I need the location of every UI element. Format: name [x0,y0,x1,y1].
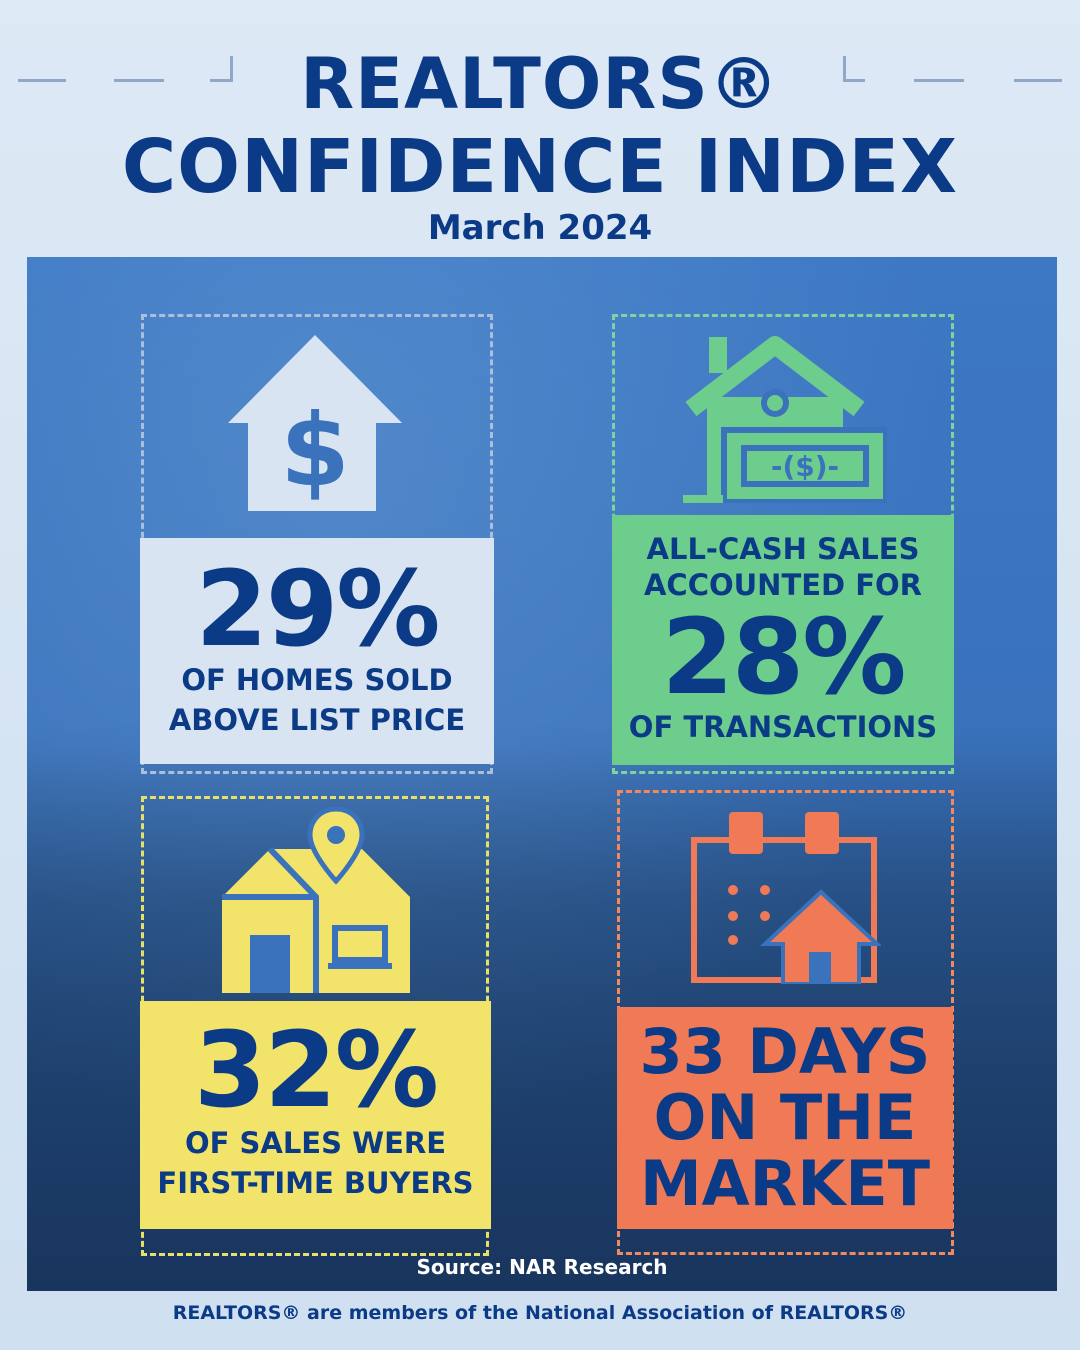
decorative-dash [18,79,66,82]
title-line-2: CONFIDENCE INDEX [121,124,959,210]
calendar-house-icon [691,812,881,984]
stat-value-first-time-buyers: 32% [194,1009,439,1131]
stat-value-all-cash: 28% [661,596,907,718]
stat-text-line: 33 DAYS [639,1015,931,1088]
stat-text-line: MARKET [639,1147,931,1220]
decorative-dash [1014,79,1062,82]
stat-text-line: OF SALES WERE [184,1126,447,1160]
stat-box-3: 32% OF SALES WERE FIRST-TIME BUYERS [140,1001,491,1229]
title-line-1: REALTORS® [300,43,780,125]
house-dollar-icon: $ [228,335,402,511]
house-location-pin-icon [222,807,410,993]
stat-text-line: FIRST-TIME BUYERS [157,1166,474,1200]
stat-text-line: ABOVE LIST PRICE [168,703,466,737]
decorative-dash [843,56,846,82]
source-note: Source: NAR Research [416,1255,668,1279]
svg-text:-($)-: -($)- [771,450,839,483]
decorative-dash [843,79,865,82]
svg-text:$: $ [280,392,350,509]
stat-value-homes-above-list: 29% [195,548,441,670]
subtitle-date: March 2024 [427,208,653,248]
header: REALTORS® CONFIDENCE INDEX March 2024 [0,0,1080,258]
decorative-dash [914,79,964,82]
stat-box-1: 29% OF HOMES SOLD ABOVE LIST PRICE [140,538,494,764]
house-cash-icon: -($)- [683,336,887,503]
stat-text-line: OF HOMES SOLD [181,663,453,697]
stat-text-line: ALL-CASH SALES [646,532,920,566]
footer-disclaimer: REALTORS® are members of the National As… [172,1302,908,1324]
stat-text-line: ON THE [653,1081,917,1154]
stat-box-4: 33 DAYS ON THE MARKET [617,1007,953,1229]
stat-box-2: ALL-CASH SALES ACCOUNTED FOR 28% OF TRAN… [612,515,954,765]
decorative-dash [210,79,232,82]
stat-text-line: OF TRANSACTIONS [628,710,938,744]
decorative-dash [230,56,233,82]
stat-text-line: ACCOUNTED FOR [643,568,923,602]
infographic-panel: $ 29% OF HOMES SOLD ABOVE LIST PRICE -($… [27,257,1057,1291]
decorative-dash [114,79,164,82]
